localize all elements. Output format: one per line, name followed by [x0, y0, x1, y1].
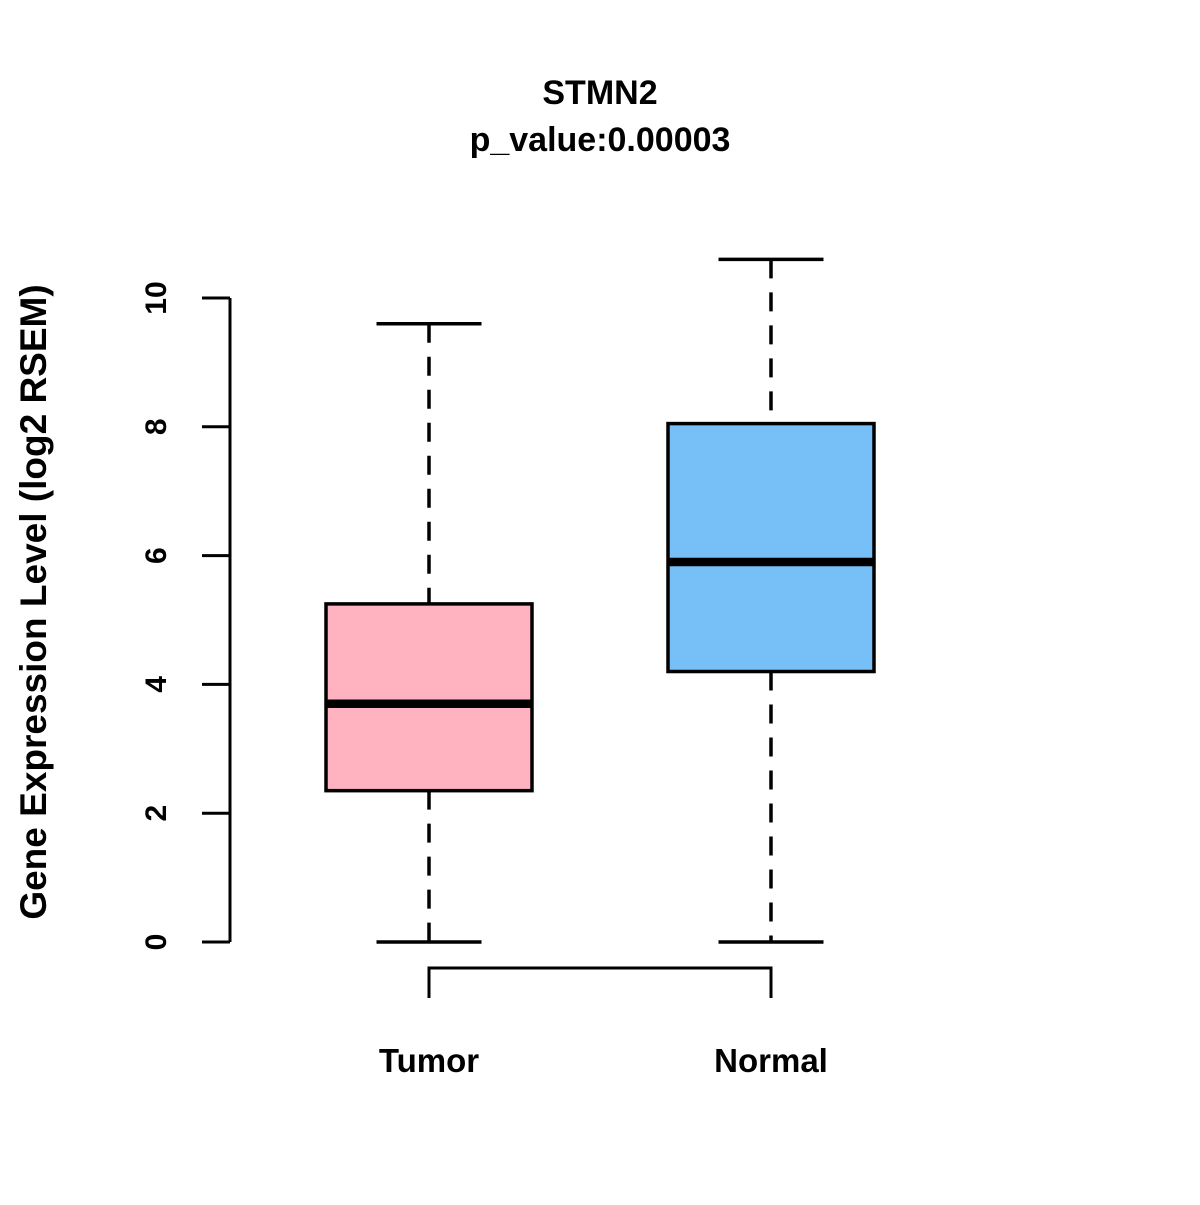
- normal-box: [666, 421, 876, 674]
- chart-title: STMN2: [542, 74, 657, 112]
- y-tick-label-6: 6: [140, 547, 173, 564]
- x-category-label-normal: Normal: [714, 1042, 828, 1079]
- y-tick-label-4: 4: [140, 676, 173, 693]
- y-tick-label-2: 2: [140, 805, 173, 822]
- x-category-label-tumor: Tumor: [379, 1042, 479, 1079]
- y-tick-label-10: 10: [140, 281, 173, 314]
- plot-shapes: [202, 257, 876, 998]
- chart-subtitle: p_value:0.00003: [470, 121, 731, 159]
- y-tick-label-0: 0: [140, 934, 173, 951]
- x-axis-bracket: [427, 966, 773, 998]
- y-tick-label-8: 8: [140, 418, 173, 435]
- tumor-box: [324, 602, 534, 793]
- y-axis-label: Gene Expression Level (log2 RSEM): [13, 284, 54, 919]
